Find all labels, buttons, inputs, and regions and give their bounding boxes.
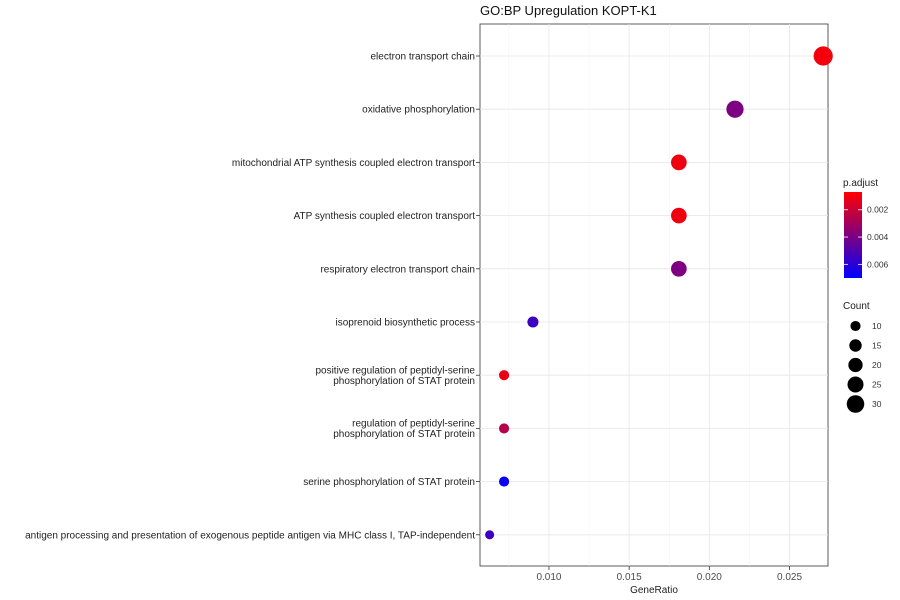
y-tick-label: serine phosphorylation of STAT protein (303, 477, 475, 488)
y-tick-label: ATP synthesis coupled electron transport (294, 211, 476, 222)
y-tick-label: positive regulation of peptidyl-serine (315, 365, 475, 376)
y-tick-label: respiratory electron transport chain (320, 264, 475, 275)
data-point (671, 154, 687, 171)
data-point (813, 46, 833, 66)
y-tick-label: antigen processing and presentation of e… (25, 530, 475, 541)
count-legend-label: 20 (872, 360, 882, 370)
data-point (726, 100, 744, 118)
colorbar-label: 0.002 (867, 205, 889, 215)
count-legend-title: Count (843, 301, 870, 312)
count-legend-label: 25 (872, 380, 882, 390)
count-legend-dot (850, 320, 861, 332)
x-axis: 0.010 0.015 0.020 0.025 (536, 566, 802, 583)
y-tick-label: regulation of peptidyl-serine (352, 419, 475, 430)
plot-panel (479, 23, 829, 567)
colorbar-label: 0.004 (867, 232, 889, 242)
x-axis-title: GeneRatio (630, 585, 678, 596)
y-tick-label: oxidative phosphorylation (362, 105, 475, 116)
count-legend-label: 15 (872, 341, 882, 351)
x-tick-label: 0.020 (697, 572, 722, 583)
count-legend-dot (849, 339, 862, 352)
p-adjust-colorbar (844, 192, 862, 278)
p-adjust-legend: p.adjust 0.002 0.004 0.006 (843, 178, 889, 278)
count-legend-label: 30 (872, 399, 882, 409)
y-tick-label: phosphorylation of STAT protein (333, 429, 475, 440)
p-adjust-legend-title: p.adjust (843, 178, 878, 189)
y-tick-label: mitochondrial ATP synthesis coupled elec… (232, 158, 475, 169)
y-tick-label: electron transport chain (370, 52, 475, 63)
count-legend-dot (846, 395, 865, 413)
x-tick-label: 0.015 (617, 572, 642, 583)
gridlines (480, 24, 828, 566)
data-point (498, 476, 510, 487)
x-tick-label: 0.025 (777, 572, 802, 583)
y-tick-label: isoprenoid biosynthetic process (335, 318, 475, 329)
data-point (671, 260, 687, 277)
count-legend-dot (847, 376, 864, 393)
count-legend-label: 10 (872, 321, 882, 331)
count-legend-dot (848, 357, 863, 373)
y-tick-label: phosphorylation of STAT protein (333, 376, 475, 387)
data-points (485, 46, 833, 540)
colorbar-label: 0.006 (867, 259, 889, 269)
x-tick-label: 0.010 (536, 572, 561, 583)
data-point (671, 207, 687, 224)
data-point (498, 370, 510, 381)
data-point (527, 316, 539, 328)
y-axis-labels: electron transport chain oxidative phosph… (25, 52, 480, 541)
chart-title: GO:BP Upregulation KOPT-K1 (480, 3, 657, 18)
data-point (498, 423, 510, 434)
data-point (485, 530, 495, 540)
count-legend: Count 10 15 20 25 30 (843, 301, 882, 413)
